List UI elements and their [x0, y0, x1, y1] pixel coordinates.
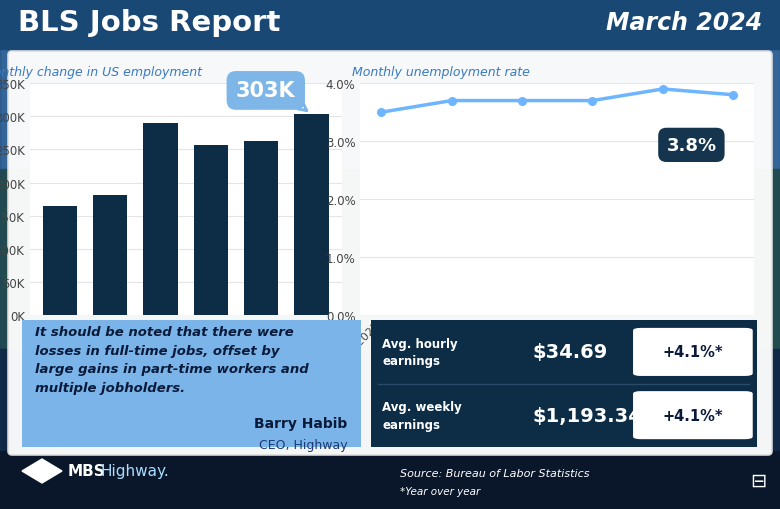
Text: Monthly change in US employment: Monthly change in US employment: [0, 66, 202, 78]
Bar: [0, 169, 780, 349]
Text: Barry Habib: Barry Habib: [254, 416, 348, 431]
Text: BLS Jobs Report: BLS Jobs Report: [18, 9, 280, 37]
Polygon shape: [22, 459, 62, 483]
Bar: [294, 115, 328, 316]
Text: Avg. hourly: Avg. hourly: [382, 337, 458, 350]
Text: March 2024: March 2024: [606, 11, 762, 35]
Text: +4.1%*: +4.1%*: [662, 345, 723, 360]
Text: Monthly unemployment rate: Monthly unemployment rate: [353, 66, 530, 78]
Text: ⊟: ⊟: [750, 471, 766, 490]
FancyBboxPatch shape: [8, 52, 772, 455]
Text: It should be noted that there were
losses in full-time jobs, offset by
large gai: It should be noted that there were losse…: [35, 326, 309, 394]
Text: *Year over year: *Year over year: [400, 486, 480, 496]
Text: 3.8%: 3.8%: [666, 136, 717, 155]
Text: Source: Bureau of Labor Statistics: Source: Bureau of Labor Statistics: [400, 468, 590, 478]
Text: $34.69: $34.69: [533, 343, 608, 362]
Bar: [0, 0, 780, 50]
Bar: [244, 142, 278, 316]
Text: Highway.: Highway.: [100, 464, 168, 478]
Bar: [193, 146, 228, 316]
Bar: [43, 207, 77, 316]
Text: 303K: 303K: [236, 81, 307, 111]
Text: earnings: earnings: [382, 418, 440, 431]
Text: CEO, Highway: CEO, Highway: [259, 438, 348, 451]
Bar: [93, 195, 127, 316]
Bar: [0, 0, 780, 169]
FancyBboxPatch shape: [633, 328, 753, 376]
Text: earnings: earnings: [382, 355, 440, 367]
Bar: [144, 124, 178, 316]
FancyBboxPatch shape: [633, 391, 753, 439]
Text: Avg. weekly: Avg. weekly: [382, 400, 462, 413]
FancyBboxPatch shape: [355, 316, 772, 452]
FancyBboxPatch shape: [9, 316, 374, 452]
Text: MBS: MBS: [68, 464, 106, 478]
Text: $1,193.34: $1,193.34: [533, 406, 643, 425]
Text: +4.1%*: +4.1%*: [662, 408, 723, 423]
Bar: [0, 451, 780, 509]
Bar: [0, 349, 780, 509]
